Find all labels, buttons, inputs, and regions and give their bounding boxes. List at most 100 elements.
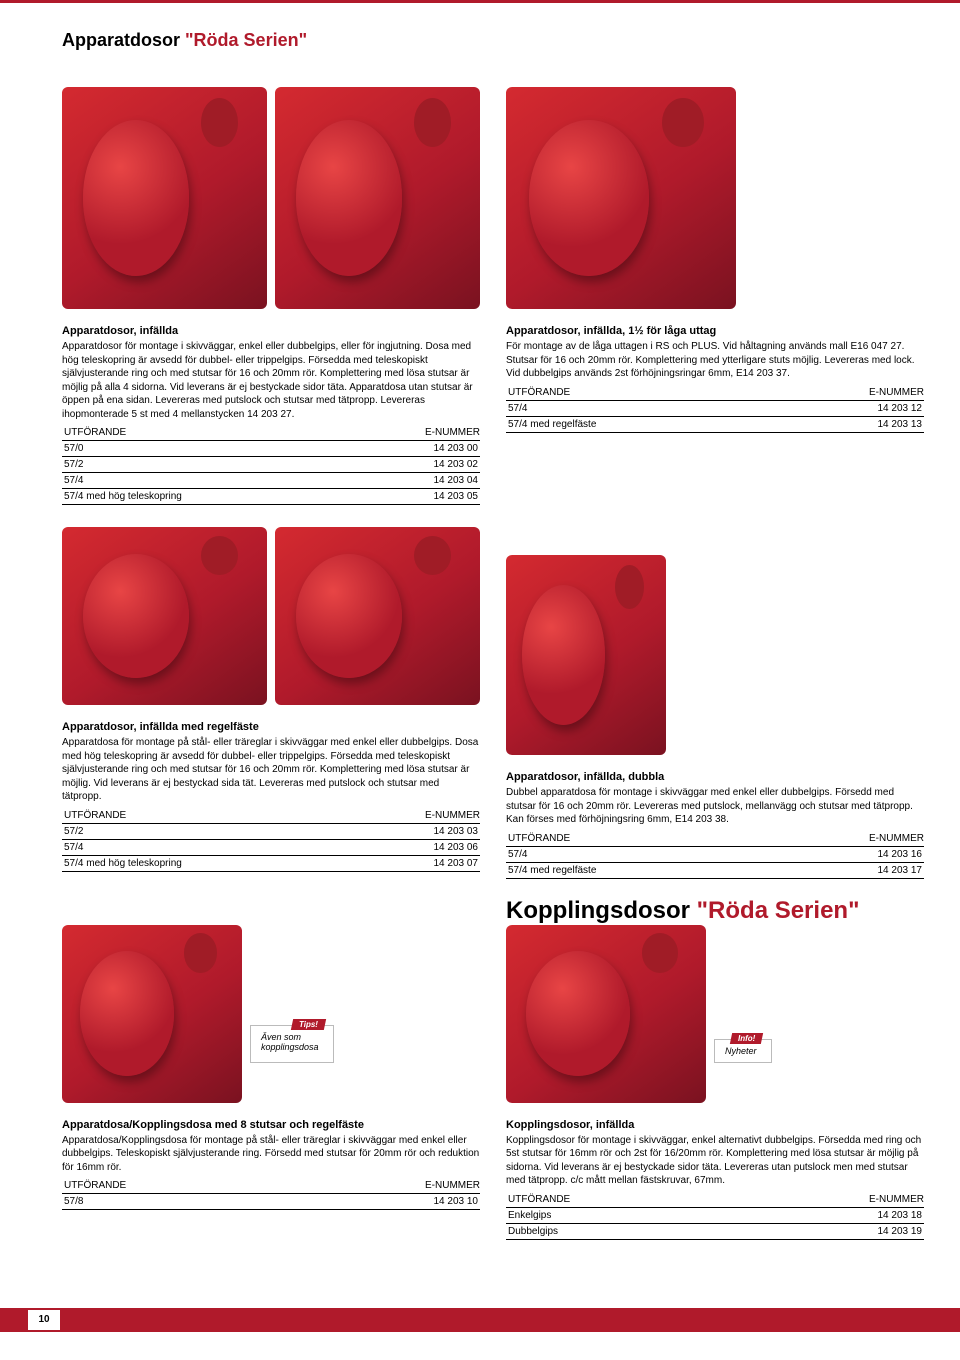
table-cell: 14 203 12 <box>765 400 925 416</box>
table-row: 57/414 203 16 <box>506 846 924 862</box>
th-utforande: UTFÖRANDE <box>62 427 347 441</box>
th-enummer: E-NUMMER <box>765 387 925 401</box>
section-heading: Apparatdosor, infällda, dubbla <box>506 771 924 783</box>
table-row: 57/814 203 10 <box>62 1194 480 1210</box>
image-row-mid-right <box>506 555 924 755</box>
info-box: Info! Nyheter <box>714 1039 772 1063</box>
tips-line2: kopplingsdosa <box>261 1042 319 1052</box>
table-row: 57/4 med regelfäste14 203 13 <box>506 416 924 432</box>
table-row: 57/214 203 03 <box>62 823 480 839</box>
table-cell: 57/4 <box>506 400 765 416</box>
section-kopplingsdosor-infallda: Kopplingsdosor, infällda Kopplingsdosor … <box>506 1119 924 1240</box>
section-apparatdosor-infallda: Apparatdosor, infällda Apparatdosor för … <box>62 325 480 505</box>
section-heading: Apparatdosor, infällda, 1½ för låga utta… <box>506 325 924 337</box>
image-row-bottom-left: Tips! Även som kopplingsdosa <box>62 925 480 1103</box>
table-cell: 57/4 <box>62 473 347 489</box>
table-cell: 14 203 00 <box>347 441 480 457</box>
section-heading: Apparatdosa/Kopplingsdosa med 8 stutsar … <box>62 1119 480 1131</box>
image-row-top-left <box>62 87 480 309</box>
section-apparatdosor-regelfaste: Apparatdosor, infällda med regelfäste Ap… <box>62 721 480 872</box>
page-title-series: "Röda Serien" <box>185 30 307 50</box>
table-cell: Dubbelgips <box>506 1223 727 1239</box>
tips-box: Tips! Även som kopplingsdosa <box>250 1025 334 1063</box>
th-utforande: UTFÖRANDE <box>62 1180 283 1194</box>
table-row: 57/4 med hög teleskopring14 203 07 <box>62 855 480 871</box>
table-cell: 14 203 03 <box>347 823 480 839</box>
kopplings-heading-main: Kopplingsdosor <box>506 897 697 924</box>
page-title: Apparatdosor "Röda Serien" <box>62 30 924 51</box>
page-title-main: Apparatdosor <box>62 30 185 50</box>
table-body: 57/014 203 0057/214 203 0257/414 203 045… <box>62 441 480 505</box>
table-cell: 57/4 med regelfäste <box>506 416 765 432</box>
product-table-3: UTFÖRANDEE-NUMMER 57/214 203 0357/414 20… <box>62 810 480 872</box>
table-body: Enkelgips14 203 18Dubbelgips14 203 19 <box>506 1207 924 1239</box>
kopplings-heading-series: "Röda Serien" <box>697 897 860 924</box>
th-enummer: E-NUMMER <box>727 1194 924 1208</box>
product-table-6: UTFÖRANDEE-NUMMER Enkelgips14 203 18Dubb… <box>506 1194 924 1240</box>
section-text: Apparatdosa/Kopplingsdosa för montage på… <box>62 1134 480 1175</box>
table-body: 57/814 203 10 <box>62 1194 480 1210</box>
section-apparatdosor-laga: Apparatdosor, infällda, 1½ för låga utta… <box>506 325 924 433</box>
table-cell: 14 203 18 <box>727 1207 924 1223</box>
th-utforande: UTFÖRANDE <box>506 387 765 401</box>
table-cell: 14 203 19 <box>727 1223 924 1239</box>
table-body: 57/414 203 1257/4 med regelfäste14 203 1… <box>506 400 924 432</box>
product-table-1: UTFÖRANDEE-NUMMER 57/014 203 0057/214 20… <box>62 427 480 505</box>
table-cell: 14 203 06 <box>347 839 480 855</box>
tips-badge: Tips! <box>290 1019 325 1030</box>
table-cell: 14 203 05 <box>347 489 480 505</box>
section-apparatdosor-dubbla: Apparatdosor, infällda, dubbla Dubbel ap… <box>506 771 924 879</box>
table-cell: 14 203 04 <box>347 473 480 489</box>
table-cell: 57/4 <box>506 846 765 862</box>
table-cell: 57/4 med regelfäste <box>506 862 765 878</box>
page-number-bar: 10 <box>0 1308 960 1332</box>
section-heading: Apparatdosor, infällda med regelfäste <box>62 721 480 733</box>
info-line1: Nyheter <box>725 1046 757 1056</box>
table-row: Enkelgips14 203 18 <box>506 1207 924 1223</box>
image-row-bottom-right: Info! Nyheter <box>506 925 924 1103</box>
section-heading: Kopplingsdosor, infällda <box>506 1119 924 1131</box>
product-image <box>275 87 480 309</box>
table-row: 57/414 203 04 <box>62 473 480 489</box>
image-row-top-right <box>506 87 924 309</box>
section-text: För montage av de låga uttagen i RS och … <box>506 340 924 381</box>
tips-line1: Även som <box>261 1032 319 1042</box>
table-cell: 14 203 07 <box>347 855 480 871</box>
table-cell: 14 203 10 <box>283 1194 480 1210</box>
table-body: 57/414 203 1657/4 med regelfäste14 203 1… <box>506 846 924 878</box>
info-badge: Info! <box>730 1033 764 1044</box>
page-number: 10 <box>28 1310 60 1330</box>
table-cell: Enkelgips <box>506 1207 727 1223</box>
product-image <box>506 925 706 1103</box>
th-utforande: UTFÖRANDE <box>62 810 347 824</box>
th-enummer: E-NUMMER <box>347 427 480 441</box>
table-row: 57/014 203 00 <box>62 441 480 457</box>
th-enummer: E-NUMMER <box>283 1180 480 1194</box>
product-image <box>62 925 242 1103</box>
section-text: Apparatdosa för montage på stål- eller t… <box>62 736 480 804</box>
product-image <box>506 87 736 309</box>
table-cell: 14 203 17 <box>765 862 925 878</box>
table-row: Dubbelgips14 203 19 <box>506 1223 924 1239</box>
product-image <box>506 555 666 755</box>
table-row: 57/4 med regelfäste14 203 17 <box>506 862 924 878</box>
table-cell: 57/2 <box>62 457 347 473</box>
product-image <box>62 87 267 309</box>
section-apparatdosa-kopplingsdosa-8: Apparatdosa/Kopplingsdosa med 8 stutsar … <box>62 1119 480 1211</box>
product-table-2: UTFÖRANDEE-NUMMER 57/414 203 1257/4 med … <box>506 387 924 433</box>
table-row: 57/414 203 12 <box>506 400 924 416</box>
section-heading: Apparatdosor, infällda <box>62 325 480 337</box>
table-cell: 14 203 13 <box>765 416 925 432</box>
product-table-4: UTFÖRANDEE-NUMMER 57/414 203 1657/4 med … <box>506 833 924 879</box>
table-cell: 57/8 <box>62 1194 283 1210</box>
table-cell: 57/2 <box>62 823 347 839</box>
th-enummer: E-NUMMER <box>347 810 480 824</box>
product-table-5: UTFÖRANDEE-NUMMER 57/814 203 10 <box>62 1180 480 1210</box>
table-cell: 57/0 <box>62 441 347 457</box>
table-row: 57/4 med hög teleskopring14 203 05 <box>62 489 480 505</box>
table-cell: 57/4 med hög teleskopring <box>62 855 347 871</box>
table-cell: 57/4 med hög teleskopring <box>62 489 347 505</box>
th-enummer: E-NUMMER <box>765 833 925 847</box>
product-image <box>275 527 480 705</box>
top-red-bar <box>0 0 960 3</box>
